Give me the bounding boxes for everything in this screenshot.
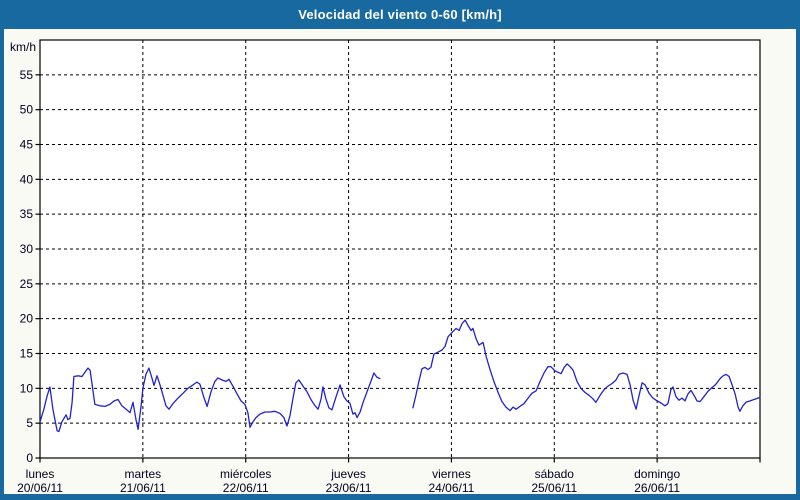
x-day-label: sábado xyxy=(535,467,575,481)
y-tick-label: 25 xyxy=(20,277,34,291)
x-date-label: 20/06/11 xyxy=(17,481,63,494)
chart-title: Velocidad del viento 0-60 [km/h] xyxy=(298,7,502,22)
y-tick-label: 50 xyxy=(20,103,34,117)
x-day-label: miércoles xyxy=(220,467,271,481)
wind-speed-line xyxy=(39,367,381,433)
x-day-label: viernes xyxy=(432,467,471,481)
x-date-label: 26/06/11 xyxy=(634,481,680,494)
chart-canvas: km/h 0 5 10 15 20 25 30 35 40 45 50 55 lunes 20/06/11 m… xyxy=(4,29,796,494)
y-tick-label: 30 xyxy=(20,242,34,256)
x-day-label: lunes xyxy=(26,467,55,481)
wind-speed-line xyxy=(412,319,761,412)
x-date-label: 23/06/11 xyxy=(326,481,372,494)
y-tick-label: 40 xyxy=(20,172,34,186)
x-date-label: 21/06/11 xyxy=(120,481,166,494)
y-tick-label: 5 xyxy=(26,416,33,430)
x-date-label: 25/06/11 xyxy=(531,481,577,494)
x-day-label: jueves xyxy=(330,467,366,481)
y-tick-label: 45 xyxy=(20,138,34,152)
x-date-label: 22/06/11 xyxy=(223,481,269,494)
x-day-label: martes xyxy=(125,467,162,481)
x-date-label: 24/06/11 xyxy=(429,481,475,494)
y-tick-label: 35 xyxy=(20,207,34,221)
y-tick-label: 20 xyxy=(20,312,34,326)
y-tick-label: 10 xyxy=(20,381,34,395)
y-tick-label: 55 xyxy=(20,68,34,82)
title-bar: Velocidad del viento 0-60 [km/h] xyxy=(0,0,800,29)
y-tick-label: 0 xyxy=(26,451,33,465)
y-axis-unit-label: km/h xyxy=(10,40,36,54)
y-tick-label: 15 xyxy=(20,347,34,361)
x-day-label: domingo xyxy=(634,467,680,481)
